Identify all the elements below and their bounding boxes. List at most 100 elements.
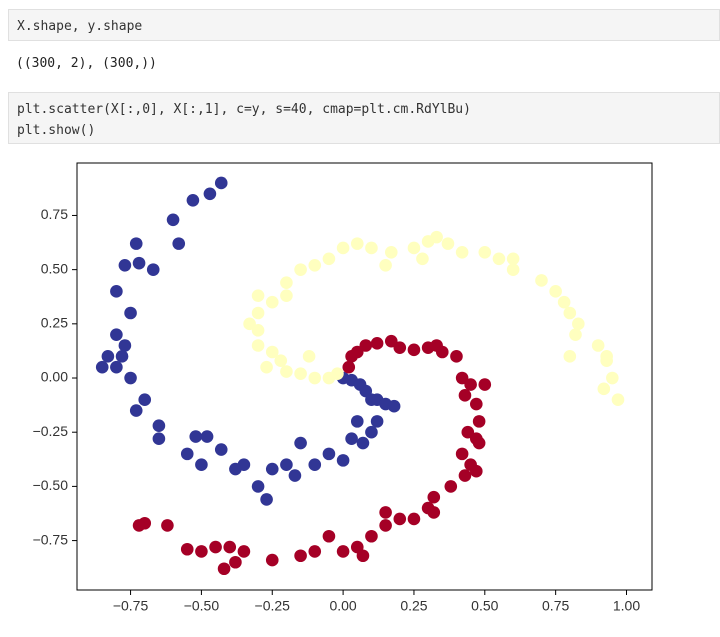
scatter-point — [492, 252, 506, 266]
scatter-point — [393, 512, 407, 526]
scatter-point — [472, 436, 486, 450]
x-tick-label: 0.25 — [400, 598, 427, 614]
y-tick-label: −0.75 — [33, 531, 69, 547]
scatter-point — [214, 176, 228, 190]
scatter-point — [393, 341, 407, 354]
code-cell[interactable]: plt.scatter(X[:,0], X[:,1], c=y, s=40, c… — [8, 92, 720, 144]
scatter-point — [384, 334, 398, 348]
x-tick-label: 0.75 — [542, 598, 569, 614]
scatter-point — [118, 339, 132, 352]
scatter-point — [217, 562, 231, 576]
y-tick-label: 0.50 — [41, 260, 68, 276]
scatter-point — [350, 345, 364, 359]
x-tick-label: −0.50 — [184, 598, 220, 614]
scatter-point — [407, 343, 421, 357]
scatter-point — [260, 493, 273, 506]
scatter-point — [129, 404, 143, 417]
scatter-point — [280, 458, 293, 472]
scatter-point — [161, 519, 174, 532]
scatter-point — [172, 237, 186, 250]
scatter-point — [407, 241, 421, 255]
scatter-point — [322, 447, 336, 461]
scatter-point — [294, 549, 307, 563]
scatter-point — [478, 378, 492, 391]
plot-frame — [76, 162, 653, 591]
scatter-point — [124, 371, 137, 385]
scatter-point — [302, 350, 316, 363]
scatter-point — [430, 230, 443, 244]
scatter-point — [200, 430, 214, 443]
scatter-point — [435, 345, 449, 359]
code-cell[interactable]: X.shape, y.shape — [8, 9, 720, 41]
scatter-point — [288, 469, 302, 482]
scatter-point — [274, 354, 288, 367]
output-line: ((300, 2), (300,)) — [16, 56, 157, 71]
cell-output: ((300, 2), (300,)) — [16, 56, 157, 71]
code-line: X.shape, y.shape — [17, 19, 143, 34]
scatter-point — [110, 360, 123, 374]
scatter-point — [461, 425, 475, 439]
scatter-point — [180, 542, 194, 556]
scatter-point — [563, 350, 577, 363]
scatter-point — [118, 259, 132, 272]
scatter-point — [379, 519, 392, 532]
scatter-point — [464, 378, 477, 391]
scatter-point — [237, 545, 251, 558]
scatter-point — [132, 256, 146, 270]
scatter-point — [214, 443, 228, 456]
scatter-point — [251, 289, 265, 302]
scatter-point — [572, 317, 585, 331]
x-tick-label: 0.00 — [329, 598, 356, 614]
scatter-point — [132, 519, 146, 532]
scatter-point — [189, 430, 203, 443]
scatter-point — [379, 259, 392, 272]
scatter-point — [110, 328, 123, 341]
scatter-point — [209, 540, 222, 554]
scatter-point — [370, 337, 384, 350]
scatter-point — [124, 306, 137, 320]
scatter-point — [535, 274, 548, 287]
scatter-point — [455, 371, 469, 385]
scatter-point — [591, 339, 605, 352]
scatter-point — [365, 241, 378, 255]
scatter-point — [370, 415, 384, 428]
x-tick-label: −0.25 — [255, 598, 291, 614]
scatter-point — [478, 246, 492, 259]
scatter-point — [251, 480, 265, 493]
scatter-point — [115, 350, 129, 363]
scatter-point — [251, 324, 265, 337]
scatter-point — [265, 553, 279, 567]
scatter-point — [129, 237, 143, 250]
y-tick-label: 0.00 — [41, 369, 68, 385]
x-tick-label: 1.00 — [613, 598, 640, 614]
scatter-point — [186, 193, 200, 207]
scatter-point — [379, 506, 392, 519]
scatter-point — [195, 545, 208, 558]
scatter-point — [308, 371, 322, 385]
scatter-point — [469, 464, 483, 478]
scatter-point — [294, 367, 307, 380]
scatter-point — [251, 306, 265, 320]
scatter-point — [322, 529, 336, 543]
scatter-point — [223, 540, 237, 554]
scatter-point — [365, 529, 378, 543]
scatter-point — [101, 350, 115, 363]
y-tick-label: 0.75 — [41, 206, 68, 222]
scatter-point — [294, 436, 307, 450]
scatter-point — [365, 425, 378, 439]
scatter-point — [336, 545, 350, 558]
scatter-point — [469, 397, 483, 411]
scatter-point — [308, 458, 322, 472]
scatter-point — [384, 246, 398, 259]
scatter-point — [350, 237, 364, 250]
scatter-point — [229, 555, 242, 569]
scatter-point — [455, 246, 469, 259]
scatter-point — [260, 360, 273, 374]
scatter-point — [265, 462, 279, 476]
scatter-point — [152, 419, 166, 433]
scatter-point — [597, 382, 611, 396]
scatter-point — [345, 432, 358, 446]
scatter-point — [195, 458, 208, 472]
scatter-point — [342, 360, 356, 374]
